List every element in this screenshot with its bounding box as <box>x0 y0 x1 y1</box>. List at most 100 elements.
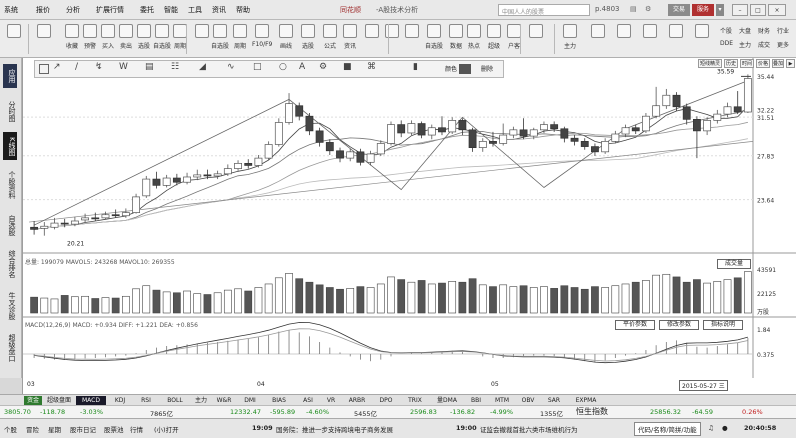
menu-item-analysis[interactable]: 分析 <box>66 6 80 14</box>
toolbar-button[interactable] <box>192 22 212 56</box>
status-item-risk[interactable]: 冒险 <box>26 426 39 434</box>
toolbar-right-link[interactable]: 成交 <box>758 42 771 49</box>
indicator-tab[interactable]: EXPMA <box>575 397 597 404</box>
overlay-button[interactable]: 叠加 <box>772 59 784 68</box>
toolbar-button[interactable]: 户客 <box>504 22 524 56</box>
tab-apps[interactable]: 应用 <box>3 64 17 88</box>
cursor-tool-icon[interactable]: ↗ <box>53 62 61 72</box>
toolbar-button[interactable] <box>614 22 634 56</box>
toolbar-right-link[interactable]: DDE <box>720 40 734 47</box>
news-headline-1[interactable]: 国务院：推进一步支持跨境电子商务发展 <box>276 426 393 434</box>
volume-indicator-button[interactable]: 成交量 <box>717 259 751 269</box>
toolbar-button[interactable] <box>692 22 712 56</box>
tab-stock-info[interactable]: 个股资料 <box>8 171 16 199</box>
toolbar-button[interactable]: 卖出 <box>116 22 136 56</box>
menu-item-news[interactable]: 资讯 <box>212 6 226 14</box>
toolbar-button[interactable] <box>666 22 686 56</box>
dropdown-icon[interactable]: ▾ <box>716 4 724 16</box>
cross-tool-icon[interactable]: ⌘ <box>367 62 376 72</box>
indicator-tab[interactable]: BIAS <box>272 397 286 404</box>
gear-tool-icon[interactable]: ⚙ <box>319 62 328 72</box>
toolbar-button[interactable]: 自选股 <box>424 22 444 56</box>
indicator-tab[interactable]: W&R <box>216 397 232 404</box>
indicator-tab[interactable]: SAR <box>547 397 561 404</box>
mark-tool-icon[interactable]: ■ <box>343 62 352 72</box>
maximize-icon[interactable]: □ <box>750 4 766 16</box>
toolbar-button[interactable] <box>588 22 608 56</box>
tab-super-board[interactable]: 超级盘口 <box>8 334 16 362</box>
menu-item-order[interactable]: 委托 <box>140 6 154 14</box>
indicator-tab[interactable]: 主力 <box>194 397 207 404</box>
tab-kline[interactable]: K线图 <box>3 132 17 160</box>
lock-icon[interactable]: ▤ <box>630 5 637 13</box>
toolbar-right-link[interactable]: 个股 <box>720 28 733 35</box>
sound-icon[interactable]: ♫ <box>708 424 714 432</box>
indicator-tab[interactable]: 资金 <box>24 396 42 405</box>
status-item-diary[interactable]: 股市日记 <box>70 426 96 434</box>
toolbar-button[interactable]: 画线 <box>276 22 296 56</box>
fibo-tool-icon[interactable]: ∿ <box>227 62 235 72</box>
indicator-tab[interactable]: DMI <box>244 397 256 404</box>
network-icon[interactable]: ● <box>722 424 728 432</box>
indicator-tab[interactable]: MACD <box>76 396 106 405</box>
select-tool-icon[interactable] <box>39 64 49 74</box>
ray-tool-icon[interactable]: ↯ <box>95 62 103 72</box>
tab-timeshare[interactable]: 分时图 <box>8 100 16 122</box>
toolbar-button[interactable]: 数据 <box>446 22 466 56</box>
price-button[interactable]: 价格 <box>756 59 770 68</box>
delete-button[interactable]: 删除 <box>481 66 494 73</box>
toolbar-button[interactable]: 超级 <box>484 22 504 56</box>
toolbar-button[interactable]: 自选股 <box>210 22 230 56</box>
indicator-tab[interactable]: VR <box>326 397 336 404</box>
tab-diagnosis[interactable]: 牛叉诊股 <box>8 292 16 320</box>
toolbar-button[interactable]: 热点 <box>464 22 484 56</box>
next-icon[interactable]: ▶ <box>786 59 795 68</box>
macd-param-button[interactable]: 指标说明 <box>703 320 743 330</box>
status-item-open[interactable]: (小)打开 <box>154 426 179 434</box>
toolbar-button[interactable]: 选股 <box>134 22 154 56</box>
indicator-tab[interactable]: ARBR <box>348 397 366 404</box>
bars-tool-icon[interactable]: ☷ <box>171 62 180 72</box>
toolbar-right-link[interactable]: 财务 <box>758 28 771 35</box>
toolbar-button[interactable] <box>34 22 54 56</box>
toolbar-button[interactable]: 自选股 <box>152 22 172 56</box>
menu-item-quote[interactable]: 报价 <box>36 6 50 14</box>
service-button[interactable]: 服务 <box>692 4 714 16</box>
indicator-tab[interactable]: OBV <box>521 397 535 404</box>
toolbar-button[interactable] <box>4 22 24 56</box>
rect-tool-icon[interactable]: □ <box>253 62 262 72</box>
toolbar-button[interactable]: 选股 <box>298 22 318 56</box>
toolbar-button[interactable]: 周期 <box>230 22 250 56</box>
lock-tool-icon[interactable]: ▮ <box>413 62 418 72</box>
indicator-tab[interactable]: BBI <box>470 397 481 404</box>
code-search-input[interactable]: 代码/名称/简拼/功能 <box>634 422 701 436</box>
indicator-tab[interactable]: BOLL <box>167 397 183 404</box>
text-tool-icon[interactable]: A <box>299 62 306 72</box>
indicator-tab[interactable]: KDJ <box>114 397 126 404</box>
circle-tool-icon[interactable]: ○ <box>279 62 287 72</box>
trade-button[interactable]: 交易 <box>668 4 690 16</box>
chart-tool-icon[interactable]: ◢ <box>199 62 206 72</box>
tab-watchlist[interactable]: 自选股 <box>8 214 16 236</box>
toolbar-button[interactable]: 主力 <box>560 22 580 56</box>
toolbar-button[interactable]: 收藏 <box>62 22 82 56</box>
menu-item-ext-market[interactable]: 扩展行情 <box>96 6 124 14</box>
close-icon[interactable]: × <box>768 4 786 16</box>
toolbar-button[interactable] <box>640 22 660 56</box>
news-headline-2[interactable]: 证监会撤裁首批六类市场维机行为 <box>480 426 578 434</box>
indicator-tab[interactable]: MTM <box>494 397 510 404</box>
toolbar-button[interactable]: 买入 <box>98 22 118 56</box>
indicator-tab[interactable]: RSI <box>141 397 151 404</box>
indicator-tab[interactable]: 超级盘面 <box>46 397 71 404</box>
toolbar-button[interactable]: 预警 <box>80 22 100 56</box>
status-item-pool[interactable]: 股票池 <box>104 426 124 434</box>
indicator-tab[interactable]: DPO <box>379 397 393 404</box>
toolbar-button[interactable]: 周期 <box>170 22 190 56</box>
toolbar-button[interactable]: F10/F9 <box>252 22 272 56</box>
macd-param-button[interactable]: 修改参数 <box>659 320 699 330</box>
toolbar-button[interactable] <box>526 22 546 56</box>
search-input[interactable]: 中国人人的股票 <box>498 4 590 16</box>
status-item-market[interactable]: 行情 <box>130 426 143 434</box>
line-tool-icon[interactable]: ∕ <box>75 62 79 72</box>
short-line-spirit-button[interactable]: 短线精灵 <box>698 59 722 68</box>
